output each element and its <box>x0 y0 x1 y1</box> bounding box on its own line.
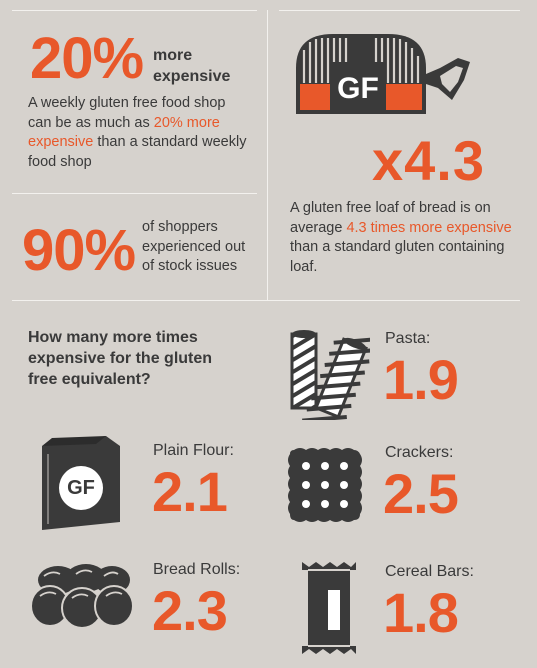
stat-x4-3-desc-highlight: 4.3 times more expensive <box>346 219 512 236</box>
comparison-question: How many more times expensive for the gl… <box>28 329 213 388</box>
stat-90-side-line2: experienced out <box>142 238 246 255</box>
stat-x4-3-description: A gluten free loaf of bread is on averag… <box>290 199 512 277</box>
divider-vertical <box>267 10 268 300</box>
stat-90-side-text: of shoppers experienced out of stock iss… <box>142 218 245 277</box>
pasta-value: 1.9 <box>383 348 459 411</box>
flour-value: 2.1 <box>152 460 228 523</box>
bread-rolls-icon <box>30 562 134 632</box>
stat-20-side-line2: expensive <box>153 68 231 85</box>
stat-x4-3-desc-part1: A gluten free loaf of bread is on averag… <box>290 200 491 236</box>
pasta-label: Pasta: <box>385 330 431 347</box>
stat-90-percent: 90% <box>22 218 136 283</box>
crackers-value: 2.5 <box>383 462 459 525</box>
stat-20-desc-part2: than a standard weekly food shop <box>28 134 247 170</box>
flour-bag-icon: GF <box>36 432 126 532</box>
stat-20-desc-part1: A weekly gluten free food shop can be as… <box>28 95 226 131</box>
stat-x4-3: x4.3 <box>372 129 485 192</box>
bread-rolls-value: 2.3 <box>152 579 228 642</box>
divider-mid-left <box>12 193 257 194</box>
bread-rolls-label: Bread Rolls: <box>153 561 241 578</box>
bread-loaf-icon: GF <box>288 28 474 120</box>
bread-gf-badge: GF <box>337 72 379 105</box>
stat-20-desc-highlight: 20% more expensive <box>28 114 220 151</box>
cereal-bars-value: 1.8 <box>383 581 459 644</box>
stat-x4-3-desc-part2: than a standard gluten containing loaf. <box>290 239 505 275</box>
pasta-icon <box>286 326 379 423</box>
stat-20-description: A weekly gluten free food shop can be as… <box>28 94 250 172</box>
cereal-bar-icon <box>300 560 358 656</box>
stat-90-side-line3: of stock issues <box>142 258 238 274</box>
flour-label: Plain Flour: <box>153 442 234 459</box>
stat-20-side-text: more expensive <box>153 45 230 87</box>
divider-bottom <box>12 300 520 301</box>
crackers-label: Crackers: <box>385 444 454 461</box>
cracker-icon <box>286 446 366 526</box>
cereal-bars-label: Cereal Bars: <box>385 563 474 580</box>
stat-90-side-line1: of shoppers <box>142 219 218 235</box>
divider-top-left <box>12 10 257 11</box>
stat-20-percent: 20% <box>30 26 144 91</box>
stat-20-side-line1: more <box>153 47 193 64</box>
flour-gf-badge: GF <box>67 477 95 499</box>
divider-top-right <box>279 10 520 11</box>
